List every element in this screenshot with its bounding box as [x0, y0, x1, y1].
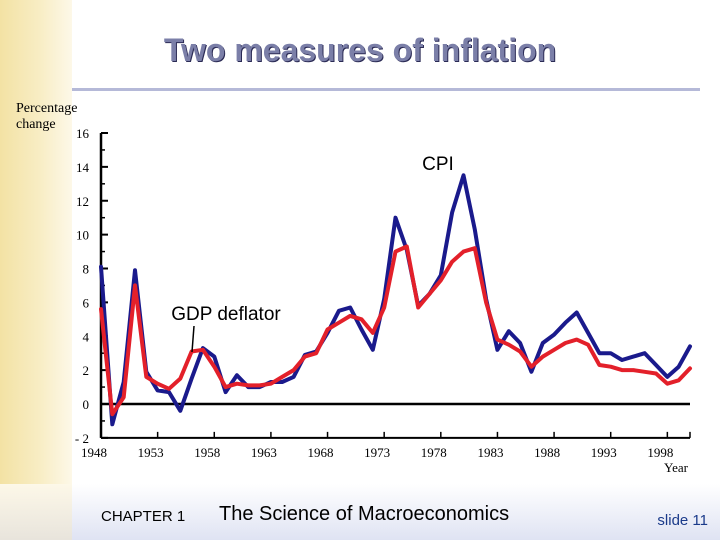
x-tick-label: 1983 [477, 445, 503, 460]
y-tick-label: 2 [83, 363, 90, 378]
y-tick-label: 8 [83, 262, 90, 277]
x-ticks: 1948 1953 1958 1963 1968 1973 1978 1983 1988 1993… [81, 431, 691, 475]
x-tick-label: 1993 [591, 445, 617, 460]
y-axis-label-line-1: Percentage [16, 101, 78, 116]
y-ticks: - 2 0 2 4 6 8 10 12 14 16 [75, 126, 108, 446]
x-tick-label: 1968 [308, 445, 334, 460]
y-tick-label: 6 [83, 295, 90, 310]
title-underline [72, 88, 700, 91]
x-tick-label: 1998 [647, 445, 673, 460]
annotations: CPI GDP deflator [171, 154, 454, 353]
slide-title: Two measures of inflation [163, 32, 557, 68]
series-lines [99, 173, 692, 427]
y-tick-label: 14 [76, 160, 90, 175]
gdp-deflator-annotation: GDP deflator [171, 304, 281, 325]
y-tick-label: 10 [76, 228, 89, 243]
cpi-annotation: CPI [422, 154, 454, 175]
x-tick-label: 1978 [421, 445, 447, 460]
y-axis-label: Percentage change [16, 101, 77, 133]
book-title: The Science of Macroeconomics [219, 503, 510, 525]
gdp-deflator-line [99, 244, 692, 417]
x-tick-label: 1958 [194, 445, 220, 460]
chapter-label: CHAPTER 1 [101, 508, 186, 525]
y-tick-label: - 2 [75, 431, 89, 446]
y-tick-label: 12 [76, 194, 89, 209]
x-tick-label: 1988 [534, 445, 560, 460]
cpi-line [99, 173, 692, 427]
x-tick-label: 1963 [251, 445, 277, 460]
side-decoration-band [0, 0, 72, 540]
chart-axes [99, 133, 690, 439]
gdp-deflator-pointer [191, 325, 195, 353]
footer-band [72, 484, 720, 540]
y-tick-label: 4 [83, 329, 90, 344]
x-tick-label: 1953 [138, 445, 164, 460]
x-tick-label: 1948 [81, 445, 107, 460]
x-tick-label: 1973 [364, 445, 390, 460]
y-tick-label: 0 [83, 397, 90, 412]
y-axis-label-line-2: change [16, 117, 56, 132]
x-axis-label: Year [664, 460, 689, 475]
slide-number: slide 11 [657, 512, 708, 529]
y-tick-label: 16 [76, 126, 90, 141]
footer-left-decoration [0, 484, 72, 540]
